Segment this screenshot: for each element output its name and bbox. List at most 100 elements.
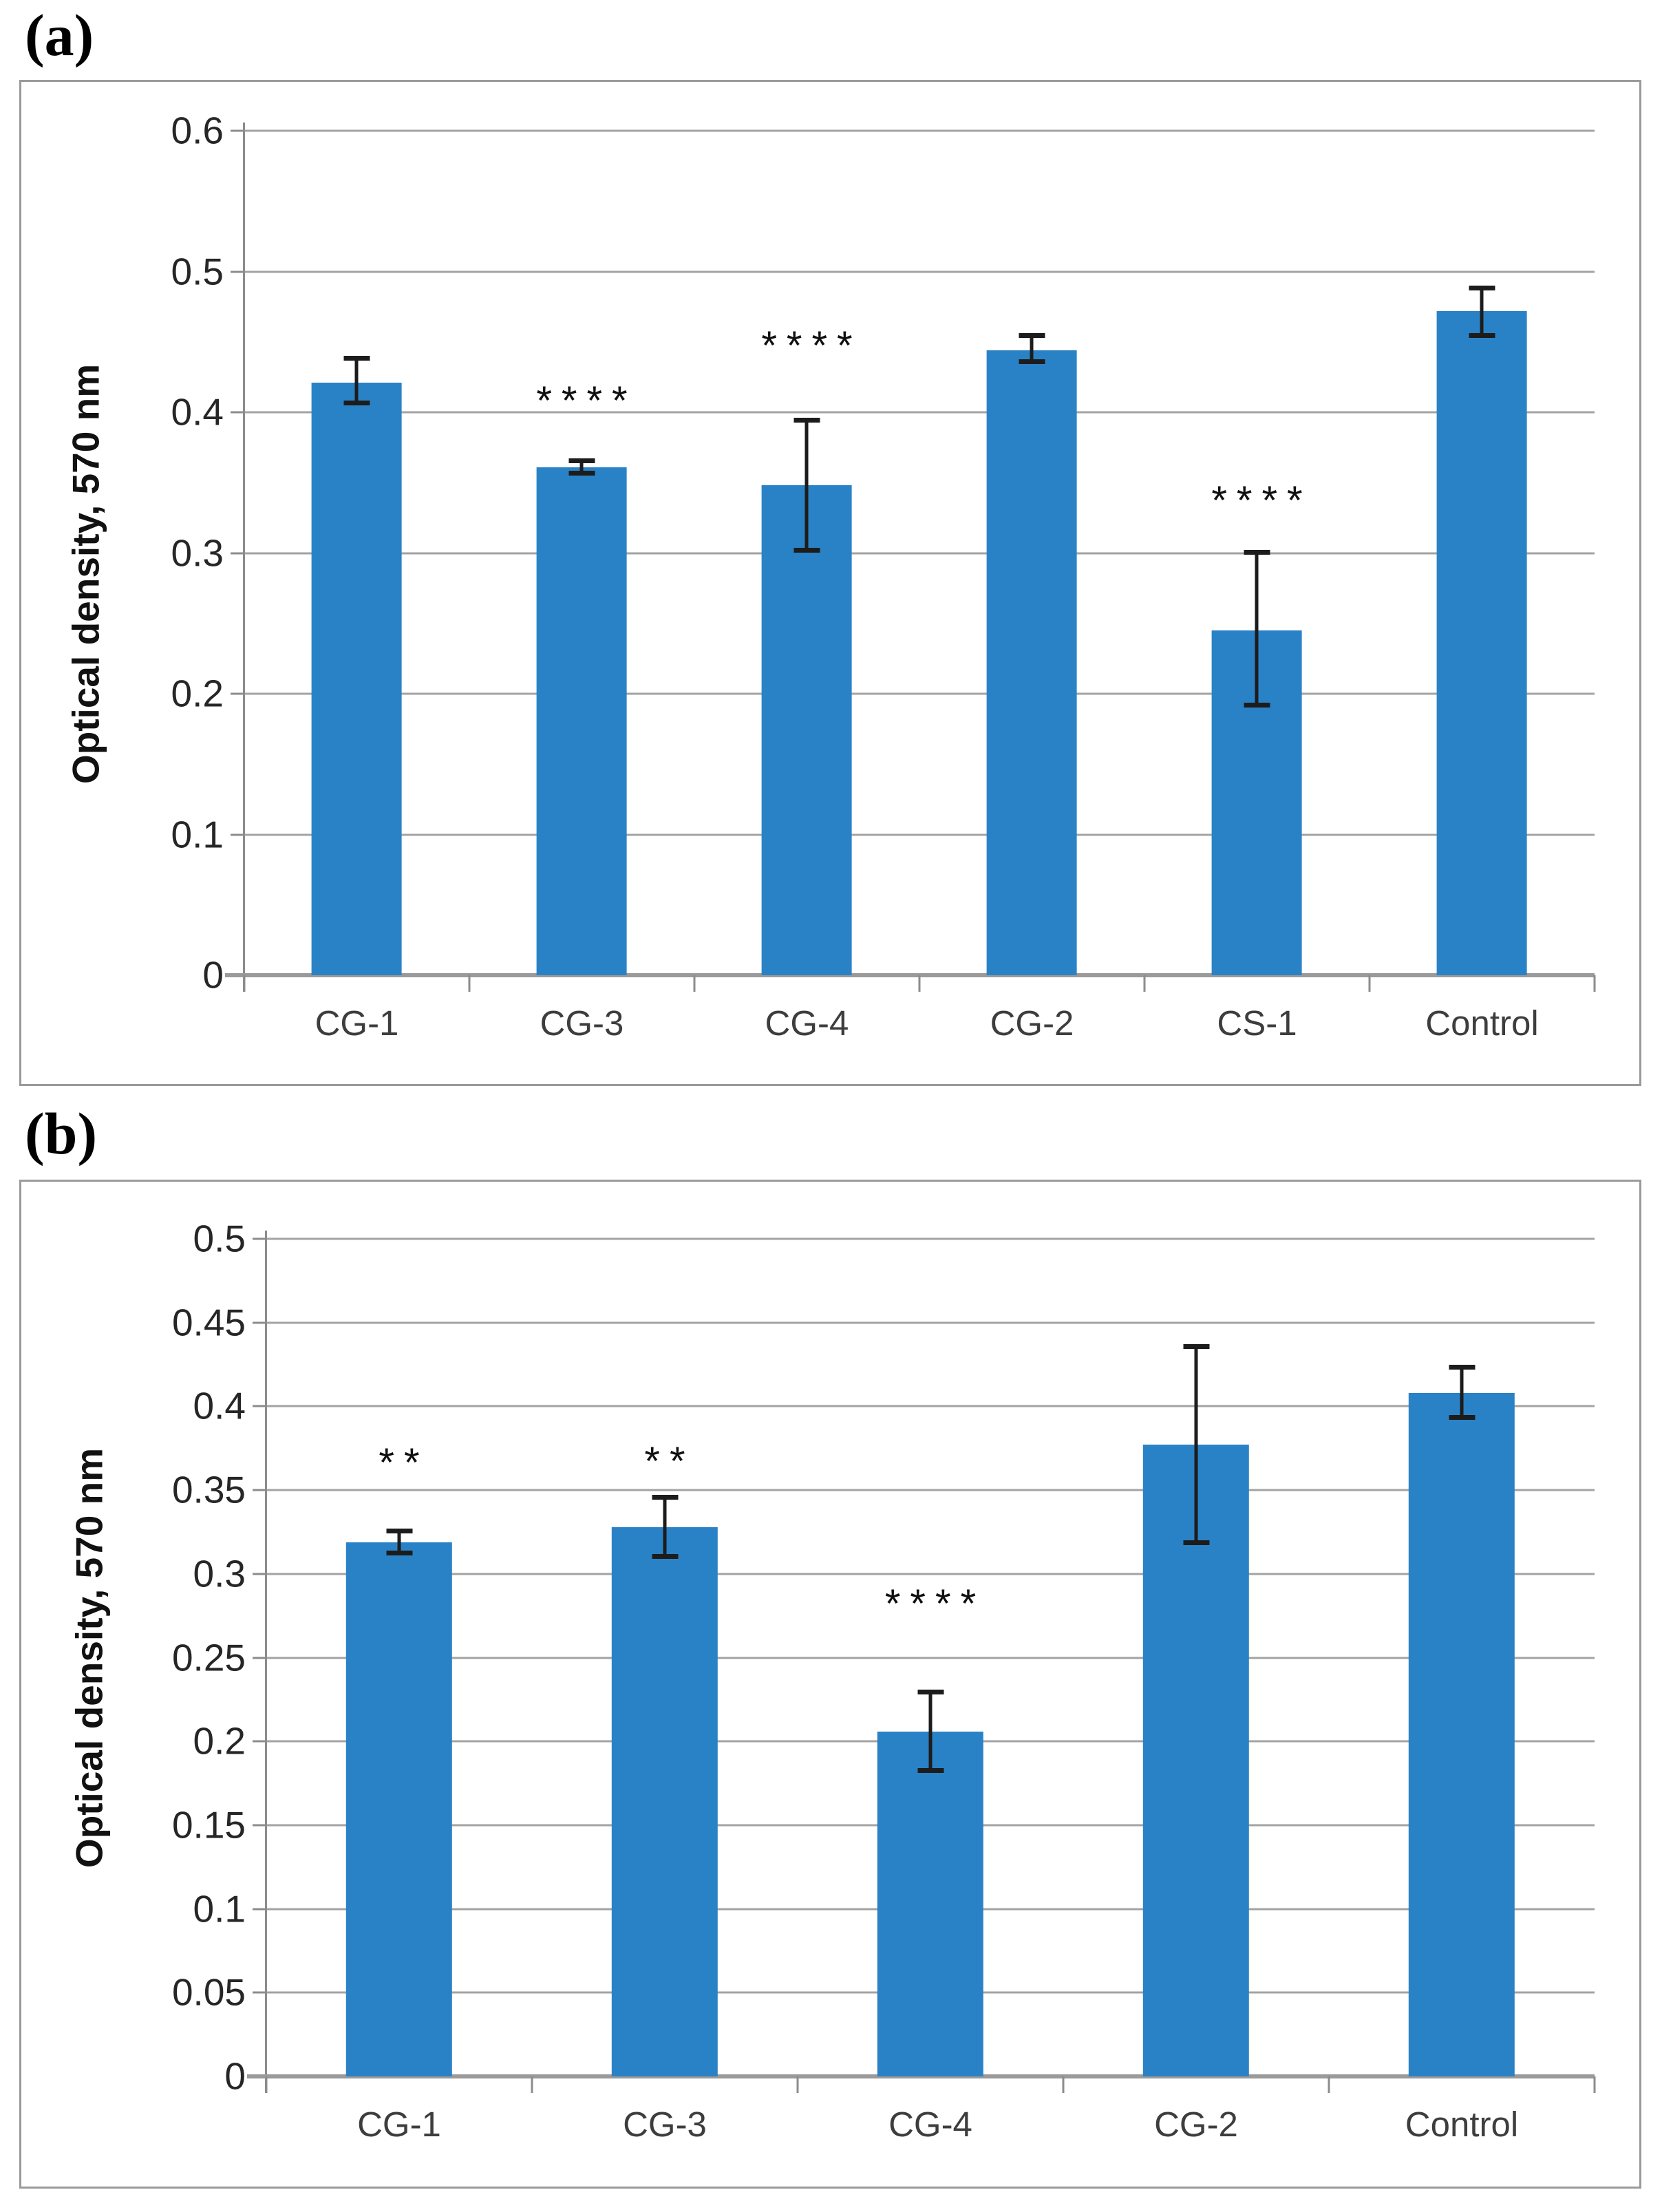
bar-cg-4: [877, 1731, 984, 2076]
x-axis-tick: [265, 2076, 268, 2093]
y-axis-tick: [253, 1573, 266, 1575]
y-axis-tick: [253, 1237, 266, 1240]
error-bar: [1194, 1344, 1198, 1546]
y-tick-label: 0.6: [171, 109, 224, 152]
gridline: [244, 552, 1595, 554]
bar-cg-3: [611, 1527, 718, 2076]
gridline: [266, 1657, 1595, 1659]
category-label: Control: [1405, 2105, 1519, 2144]
bar-cg-2: [987, 350, 1077, 975]
gridline: [244, 270, 1595, 273]
x-axis-tick: [1593, 2076, 1596, 2093]
y-axis-line: [265, 1231, 267, 2093]
y-axis-tick: [231, 552, 244, 554]
category-label: CG-3: [623, 2105, 707, 2144]
y-axis-tick: [231, 411, 244, 414]
x-axis-tick: [468, 975, 471, 992]
y-tick-label: 0.4: [193, 1384, 246, 1427]
gridline: [266, 1573, 1595, 1575]
gridline: [266, 1405, 1595, 1407]
category-slot: CG-2: [919, 131, 1144, 1041]
x-axis-tick: [1328, 2076, 1330, 2093]
error-bar: [1460, 1364, 1464, 1420]
category-slot: Control: [1329, 1239, 1595, 2142]
category-slot: Control: [1370, 131, 1595, 1041]
bar-cg-3: [537, 467, 627, 975]
gridline: [244, 833, 1595, 836]
y-tick-label: 0.2: [171, 672, 224, 715]
y-tick-label: 0.3: [171, 531, 224, 574]
y-tick-label: 0.1: [171, 813, 224, 855]
category-slot: CG-4 ****: [798, 1239, 1063, 2142]
category-label: CG-4: [765, 1003, 849, 1043]
category-label: Control: [1425, 1003, 1539, 1043]
x-axis-tick: [918, 975, 921, 992]
y-axis-tick: [253, 1657, 266, 1659]
category-label: CG-1: [315, 1003, 399, 1043]
category-label: CS-1: [1217, 1003, 1297, 1043]
y-tick-label: 0.1: [193, 1887, 246, 1931]
category-label: CG-2: [990, 1003, 1074, 1043]
y-tick-label: 0.25: [171, 1636, 246, 1679]
y-tick-label: 0.3: [193, 1552, 246, 1595]
y-axis-title: Optical density, 570 nm: [67, 1447, 111, 1868]
error-bar: [805, 418, 809, 553]
y-tick-label: 0.5: [171, 250, 224, 293]
x-axis-line: [225, 973, 1595, 977]
bar-cg-4: [762, 485, 852, 975]
panel-b-chart: 0.5 0.45 0.4 0.35 0.3 0.25 0.2 0.15 0.1 0.05 0 CG-1…: [68, 1220, 1596, 2142]
error-bar: [663, 1495, 667, 1559]
bar-control: [1437, 310, 1527, 975]
category-label: CG-3: [540, 1003, 624, 1043]
y-axis-tick: [231, 692, 244, 695]
error-bar: [579, 458, 584, 476]
error-bar: [354, 356, 359, 405]
panel-a-chart: 0.6 0.5 0.4 0.3 0.2 0.1 0 CG-1 CG-3 **** CG-4 **** C…: [65, 111, 1596, 1041]
x-axis-line: [247, 2074, 1595, 2078]
category-slot: CG-3 ****: [469, 131, 694, 1041]
y-tick-label: 0.45: [171, 1301, 246, 1344]
y-axis-tick: [253, 1908, 266, 1911]
x-axis-tick: [693, 975, 696, 992]
significance-label: ****: [536, 378, 637, 423]
error-bar: [928, 1689, 933, 1774]
y-axis-tick: [231, 833, 244, 836]
y-tick-label: 0.4: [171, 390, 224, 434]
category-label: CG-2: [1154, 2105, 1238, 2144]
panel-a-figure-label: (a): [25, 2, 94, 68]
bar-cg-2: [1142, 1445, 1250, 2076]
category-slot: CG-1 **: [266, 1239, 532, 2142]
y-axis-tick: [253, 1991, 266, 1994]
y-axis-tick: [231, 129, 244, 132]
gridline: [244, 129, 1595, 132]
bar-cg-1: [312, 383, 402, 975]
category-label: CG-1: [357, 2105, 441, 2144]
y-axis-tick: [253, 1405, 266, 1407]
x-axis-tick: [1593, 975, 1596, 992]
error-bar: [1480, 285, 1484, 338]
y-tick-label: 0: [224, 2054, 246, 2098]
x-axis-tick: [796, 2076, 799, 2093]
y-axis-tick: [253, 1321, 266, 1324]
gridline: [266, 1489, 1595, 1491]
category-slot: CG-3 **: [532, 1239, 798, 2142]
x-axis-tick: [243, 975, 246, 992]
y-tick-label: 0.2: [193, 1719, 246, 1763]
gridline: [266, 1321, 1595, 1324]
y-axis-tick: [253, 1489, 266, 1491]
gridline: [244, 411, 1595, 414]
x-axis-tick: [1368, 975, 1371, 992]
y-tick-label: 0.5: [193, 1217, 246, 1260]
panel-b-figure-label: (b): [25, 1100, 98, 1167]
y-tick-label: 0.05: [171, 1970, 246, 2014]
significance-label: **: [644, 1438, 695, 1484]
x-axis-tick: [1143, 975, 1146, 992]
y-tick-label: 0.35: [171, 1468, 246, 1511]
significance-label: ****: [884, 1581, 986, 1626]
category-slot: CG-4 ****: [694, 131, 919, 1041]
y-tick-label: 0: [202, 953, 224, 997]
x-axis-tick: [1062, 2076, 1065, 2093]
bar-control: [1408, 1392, 1515, 2076]
gridline: [266, 1237, 1595, 1240]
category-slot: CG-2: [1063, 1239, 1329, 2142]
